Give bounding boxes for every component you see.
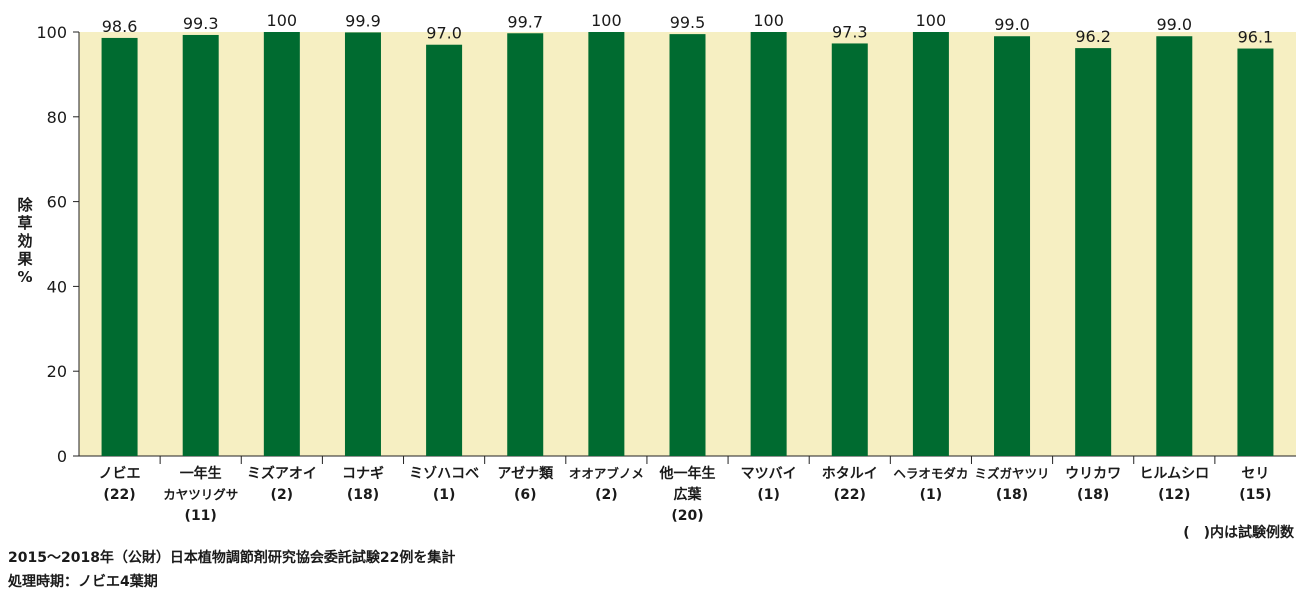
x-tick-label: ヘラオモダカ bbox=[893, 466, 968, 481]
bar-value-label: 99.0 bbox=[1156, 15, 1192, 34]
bar bbox=[1156, 36, 1193, 457]
x-tick-label: (18) bbox=[347, 487, 379, 503]
x-tick-label: (1) bbox=[920, 487, 943, 503]
y-axis-label-char: 効 bbox=[17, 232, 33, 250]
x-tick-label: 他一年生 bbox=[659, 465, 716, 482]
x-tick-label: (22) bbox=[834, 487, 866, 503]
bar-value-label: 100 bbox=[916, 11, 947, 30]
x-tick-label: (1) bbox=[757, 487, 780, 503]
bar bbox=[1237, 48, 1274, 456]
bar-value-label: 99.5 bbox=[670, 13, 706, 32]
footer-source-note: 2015〜2018年（公財）日本植物調節剤研究協会委託試験22例を集計 bbox=[8, 550, 456, 566]
x-tick-label: ホタルイ bbox=[822, 466, 878, 482]
test-count-note: ( )内は試験例数 bbox=[1183, 525, 1294, 541]
y-tick-label: 20 bbox=[47, 362, 67, 381]
y-axis-label-char: 草 bbox=[17, 214, 33, 232]
y-tick-label: 60 bbox=[47, 193, 67, 212]
x-tick-label: ウリカワ bbox=[1065, 466, 1121, 482]
x-tick-label: 一年生 bbox=[180, 465, 222, 482]
bar-value-label: 99.0 bbox=[994, 15, 1030, 34]
bar-value-label: 97.3 bbox=[832, 22, 868, 41]
bar-value-label: 99.7 bbox=[507, 12, 543, 31]
x-tick-label: (18) bbox=[1077, 487, 1109, 503]
bar-value-label: 99.9 bbox=[345, 11, 381, 30]
x-tick-label: (6) bbox=[514, 487, 537, 503]
x-tick-label: ミゾハコベ bbox=[409, 465, 479, 482]
bar bbox=[344, 32, 381, 456]
bar bbox=[101, 37, 138, 456]
x-tick-label: セリ bbox=[1241, 466, 1269, 482]
bar bbox=[263, 32, 300, 456]
x-tick-label: ノビエ bbox=[99, 466, 141, 482]
x-tick-label: (12) bbox=[1158, 487, 1190, 503]
bar-value-label: 96.2 bbox=[1075, 27, 1111, 46]
bar-value-label: 99.3 bbox=[183, 14, 219, 33]
bar-value-label: 96.1 bbox=[1238, 28, 1274, 47]
bar-value-label: 100 bbox=[267, 11, 298, 30]
bar bbox=[507, 33, 544, 456]
bar-value-label: 100 bbox=[591, 11, 622, 30]
x-tick-label: コナギ bbox=[342, 465, 384, 482]
bar bbox=[1075, 48, 1112, 456]
y-tick-label: 0 bbox=[57, 447, 67, 466]
x-tick-label: ミズガヤツリ bbox=[975, 466, 1050, 481]
bar bbox=[669, 34, 706, 457]
y-tick-label: 40 bbox=[47, 277, 67, 296]
y-axis-label-char: 果 bbox=[17, 250, 33, 268]
x-tick-label: (11) bbox=[185, 508, 217, 524]
x-tick-label: マツバイ bbox=[741, 466, 797, 482]
bar bbox=[912, 32, 949, 456]
x-tick-label: オオアブノメ bbox=[569, 466, 644, 481]
bar-value-label: 98.6 bbox=[102, 17, 138, 36]
x-tick-label: ミズアオイ bbox=[247, 465, 317, 482]
bar bbox=[182, 34, 219, 457]
y-axis-label-char: 除 bbox=[17, 196, 33, 214]
x-tick-label: (15) bbox=[1239, 487, 1271, 503]
x-tick-label: (2) bbox=[271, 487, 294, 503]
x-tick-label: (18) bbox=[996, 487, 1028, 503]
bar bbox=[994, 36, 1031, 457]
x-tick-label: ヒルムシロ bbox=[1139, 466, 1209, 482]
y-axis-label-char: % bbox=[17, 268, 33, 286]
x-tick-label: アゼナ類 bbox=[497, 465, 554, 482]
x-tick-label: (20) bbox=[671, 508, 703, 524]
bar bbox=[831, 43, 868, 457]
y-tick-label: 80 bbox=[47, 108, 67, 127]
x-tick-label: (1) bbox=[433, 487, 456, 503]
bar bbox=[426, 44, 463, 456]
bar bbox=[750, 32, 787, 456]
x-tick-label: カヤツリグサ bbox=[163, 487, 238, 502]
y-tick-label: 100 bbox=[36, 23, 67, 42]
bar bbox=[588, 32, 625, 456]
x-tick-label: 広葉 bbox=[674, 486, 703, 503]
footer-timing-note: 処理時期：ノビエ4葉期 bbox=[8, 574, 158, 590]
x-tick-label: (2) bbox=[595, 487, 618, 503]
x-tick-label: (22) bbox=[103, 487, 135, 503]
y-axis-label: 除草効果% bbox=[14, 196, 36, 286]
bar-value-label: 97.0 bbox=[426, 24, 462, 43]
bar-value-label: 100 bbox=[753, 11, 784, 30]
